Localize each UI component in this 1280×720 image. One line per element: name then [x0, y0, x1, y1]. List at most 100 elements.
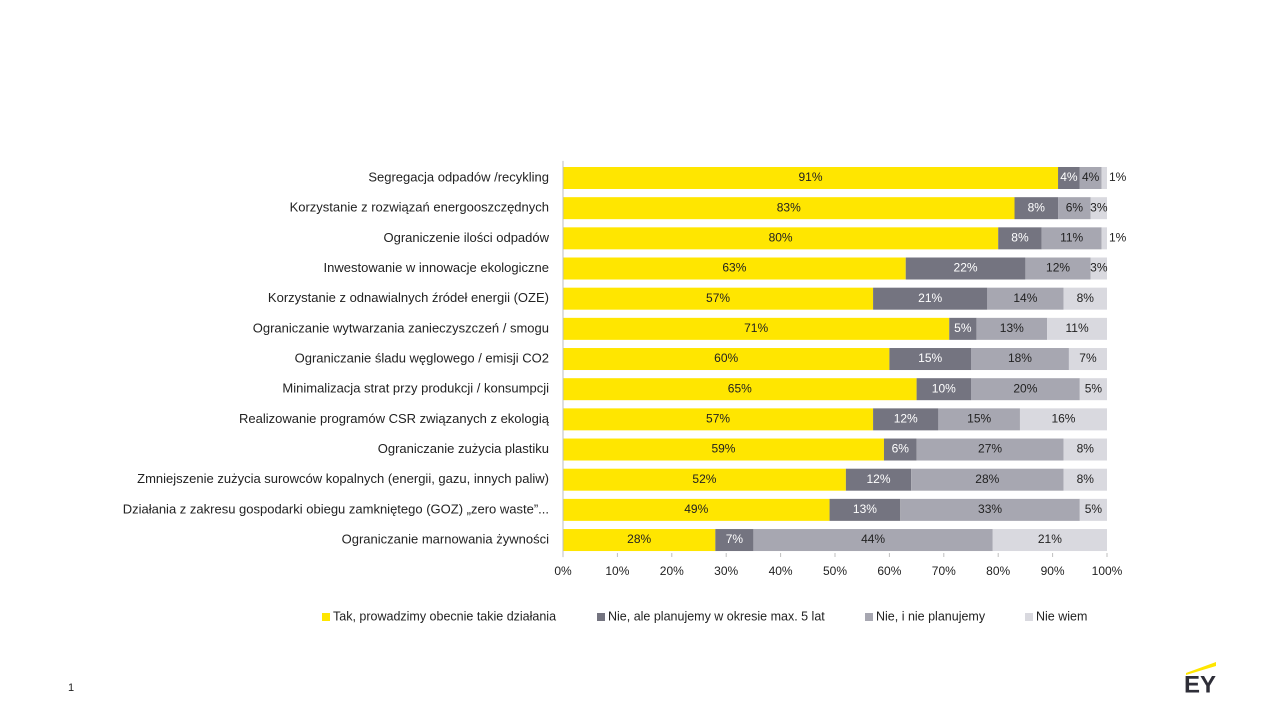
value-label: 44%	[861, 532, 885, 546]
value-label: 6%	[892, 442, 910, 456]
x-tick-label: 70%	[932, 564, 956, 578]
category-label: Ograniczenie ilości odpadów	[384, 230, 550, 245]
value-label: 1%	[1109, 231, 1127, 245]
bar-segment	[987, 287, 1064, 310]
bar-segment	[992, 529, 1107, 552]
value-label: 5%	[954, 321, 972, 335]
bar-segment	[1063, 287, 1107, 310]
value-label: 28%	[627, 532, 651, 546]
bar-segment	[883, 438, 917, 461]
value-label: 33%	[978, 502, 1002, 516]
value-label: 16%	[1051, 412, 1075, 426]
value-label: 12%	[894, 412, 918, 426]
bar-segment	[1079, 378, 1107, 401]
legend-marker	[322, 613, 330, 621]
bar-segment	[1079, 498, 1107, 521]
x-tick-label: 10%	[605, 564, 629, 578]
bar-segment	[998, 227, 1042, 250]
x-tick-label: 0%	[554, 564, 572, 578]
value-label: 8%	[1077, 291, 1095, 305]
legend-marker	[597, 613, 605, 621]
bar-segment	[563, 348, 890, 371]
value-label: 21%	[918, 291, 942, 305]
x-tick-label: 80%	[986, 564, 1010, 578]
value-label: 28%	[975, 472, 999, 486]
value-label: 63%	[722, 261, 746, 275]
bar-segment	[1090, 197, 1107, 220]
value-label: 14%	[1013, 291, 1037, 305]
bar-segment	[563, 498, 830, 521]
value-label: 83%	[777, 200, 801, 214]
bar-segment	[873, 408, 939, 431]
bar-segment	[1101, 227, 1107, 250]
bar-segment	[971, 348, 1069, 371]
legend-label: Nie, i nie planujemy	[876, 609, 986, 623]
x-tick-label: 100%	[1092, 564, 1123, 578]
value-label: 4%	[1082, 170, 1100, 184]
category-label: Działania z zakresu gospodarki obiegu za…	[123, 501, 549, 516]
bar-segment	[563, 438, 884, 461]
value-label: 22%	[954, 261, 978, 275]
value-label: 13%	[853, 502, 877, 516]
value-label: 11%	[1066, 321, 1089, 335]
value-label: 52%	[692, 472, 716, 486]
bar-segment	[1058, 167, 1080, 189]
bar-segment	[1101, 167, 1107, 189]
bar-segment	[563, 197, 1015, 220]
bar-segment	[916, 378, 971, 401]
bar-segment	[976, 317, 1048, 340]
x-tick-label: 20%	[660, 564, 684, 578]
bar-segment	[845, 468, 912, 491]
bar-segment	[563, 257, 906, 280]
value-label: 8%	[1028, 200, 1046, 214]
value-label: 57%	[706, 412, 730, 426]
value-label: 8%	[1077, 472, 1095, 486]
category-label: Realizowanie programów CSR związanych z …	[239, 411, 550, 426]
bar-segment	[1063, 438, 1107, 461]
bar-segment	[905, 257, 1026, 280]
value-label: 80%	[769, 231, 793, 245]
value-label: 15%	[918, 351, 942, 365]
bar-segment	[971, 378, 1080, 401]
category-label: Ograniczanie śladu węglowego / emisji CO…	[295, 350, 549, 365]
category-label: Minimalizacja strat przy produkcji / kon…	[282, 381, 549, 396]
x-tick-label: 50%	[823, 564, 847, 578]
x-tick-label: 60%	[877, 564, 901, 578]
x-tick-label: 40%	[769, 564, 793, 578]
bar-segment	[900, 498, 1080, 521]
value-label: 13%	[1000, 321, 1024, 335]
bar-segment	[1063, 468, 1107, 491]
value-label: 5%	[1085, 502, 1103, 516]
value-label: 15%	[967, 412, 991, 426]
value-label: 3%	[1090, 200, 1108, 214]
bar-segment	[1019, 408, 1107, 431]
bar-segment	[563, 408, 874, 431]
bar-segment	[563, 287, 874, 310]
bar-segment	[1079, 167, 1102, 189]
x-tick-label: 30%	[714, 564, 738, 578]
value-label: 5%	[1085, 381, 1103, 395]
bar-segment	[753, 529, 993, 552]
bar-segment	[949, 317, 977, 340]
bar-segment	[829, 498, 901, 521]
logo-bar	[1186, 662, 1216, 675]
value-label: 18%	[1008, 351, 1032, 365]
value-label: 12%	[1046, 261, 1070, 275]
bar-segment	[1025, 257, 1091, 280]
bar-segment	[1047, 317, 1107, 340]
value-label: 10%	[932, 381, 956, 395]
legend-label: Nie wiem	[1036, 609, 1087, 623]
value-label: 8%	[1011, 231, 1029, 245]
bar-segment	[1014, 197, 1059, 220]
bar-segment	[563, 468, 846, 491]
bar-segment	[1068, 348, 1107, 371]
value-label: 8%	[1077, 442, 1095, 456]
value-label: 20%	[1013, 381, 1037, 395]
category-label: Korzystanie z rozwiązań energooszczędnyc…	[290, 200, 549, 215]
bar-segment	[563, 227, 999, 250]
bar-segment	[938, 408, 1020, 431]
value-label: 3%	[1090, 261, 1108, 275]
value-label: 91%	[799, 170, 823, 184]
category-label: Ograniczanie zużycia plastiku	[378, 441, 549, 456]
